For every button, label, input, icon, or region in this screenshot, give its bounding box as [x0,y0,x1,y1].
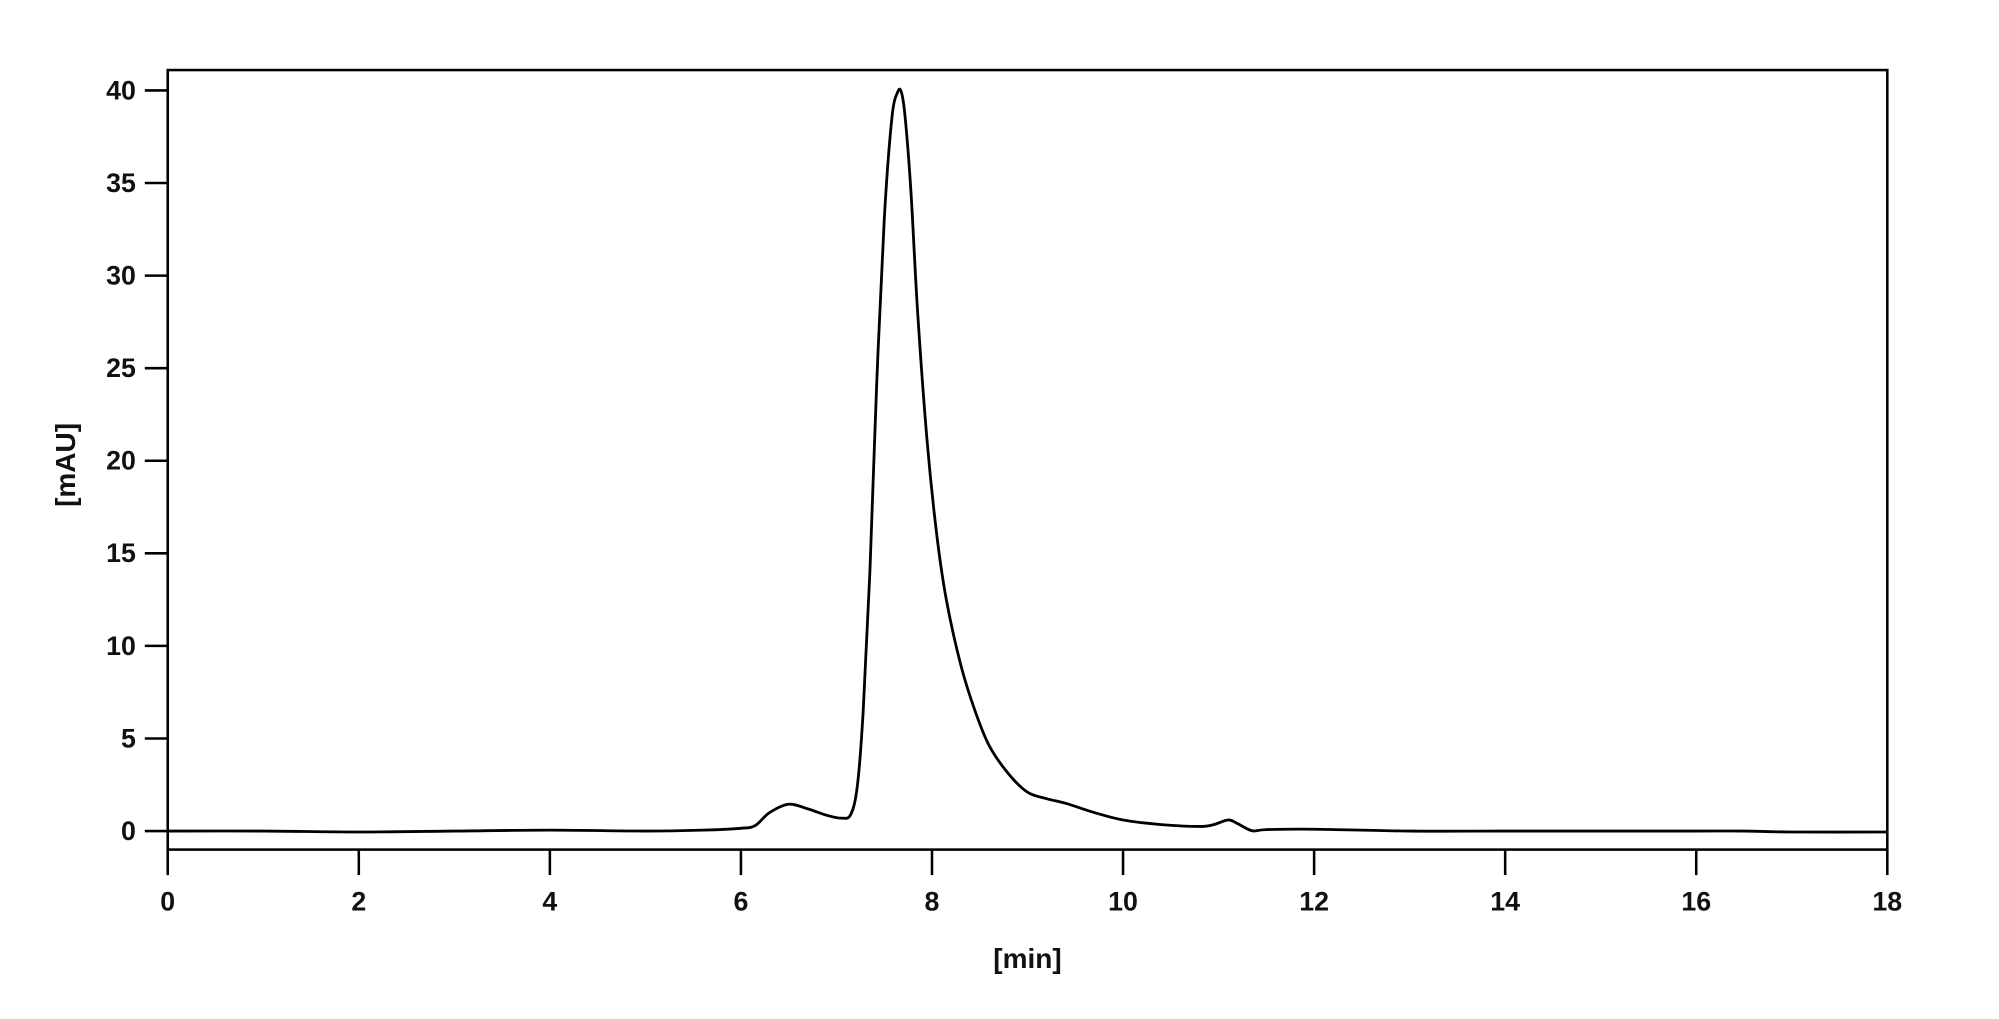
x-tick-label: 12 [1299,887,1329,917]
y-tick-label: 40 [106,75,136,105]
x-tick-label: 16 [1681,887,1711,917]
plot-frame [166,68,1889,851]
x-tick-label: 6 [733,887,748,917]
x-tick-label: 8 [925,887,940,917]
series-line [167,87,1888,834]
x-axis: 0 2 4 6 8 10 12 14 16 18 [160,849,1902,917]
y-tick-label: 10 [106,631,136,661]
x-tick-label: 10 [1108,887,1138,917]
y-axis: 0 5 10 15 20 25 30 35 40 [106,75,168,846]
y-tick-label: 20 [106,446,136,476]
y-tick-label: 35 [106,168,136,198]
x-tick-label: 14 [1490,887,1520,917]
y-tick-label: 5 [121,723,136,753]
y-tick-label: 15 [106,538,136,568]
y-tick-label: 0 [121,816,136,846]
x-axis-label: [min] [993,943,1061,974]
y-tick-label: 30 [106,261,136,291]
x-tick-label: 18 [1872,887,1902,917]
x-tick-label: 0 [160,887,175,917]
y-axis-label: [mAU] [50,423,81,507]
x-tick-label: 2 [351,887,366,917]
x-tick-label: 4 [542,887,557,917]
y-tick-label: 25 [106,353,136,383]
